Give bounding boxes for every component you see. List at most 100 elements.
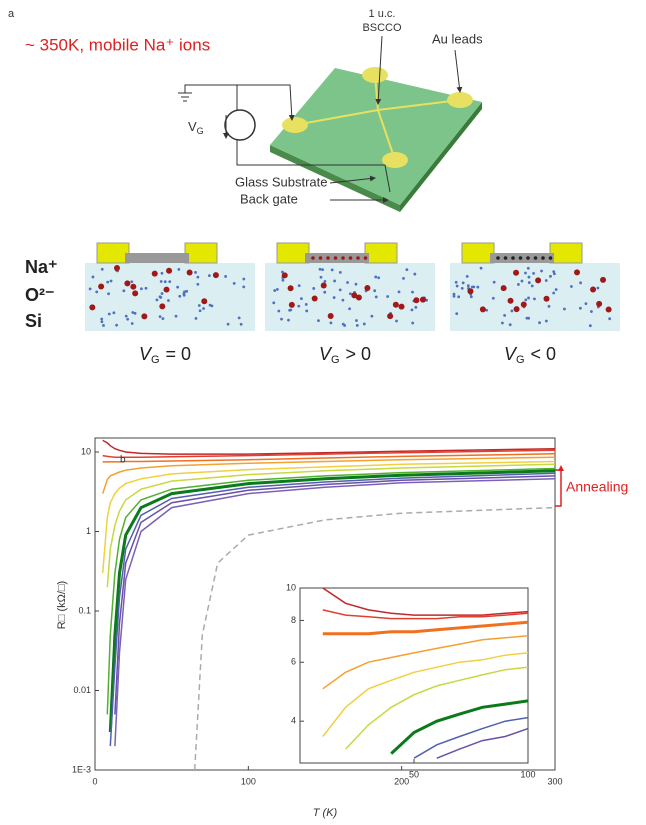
- pad: [185, 243, 217, 263]
- sodium: [328, 313, 334, 319]
- oxygen: [202, 307, 205, 310]
- y-tick-label: 1: [86, 526, 91, 536]
- oxygen: [161, 292, 164, 295]
- pad: [550, 243, 582, 263]
- ion: [526, 256, 530, 260]
- oxygen: [373, 289, 376, 292]
- device: [178, 36, 482, 212]
- oxygen: [92, 276, 95, 279]
- oxygen: [168, 280, 171, 283]
- layer-label: Si: [25, 311, 42, 331]
- sodium: [387, 313, 393, 319]
- oxygen: [233, 282, 236, 285]
- oxygen: [145, 287, 148, 290]
- oxygen: [297, 305, 300, 308]
- sodium: [393, 302, 399, 308]
- oxygen: [300, 297, 303, 300]
- oxygen: [272, 301, 275, 304]
- x-tick-label: 300: [547, 776, 562, 786]
- oxygen: [321, 268, 324, 271]
- x-tick-label: 100: [520, 769, 535, 779]
- oxygen: [198, 304, 201, 307]
- oxygen: [333, 280, 336, 283]
- panel-label: b: [120, 455, 126, 466]
- oxygen: [476, 286, 479, 289]
- sodium: [89, 304, 95, 310]
- oxygen: [131, 322, 134, 325]
- oxygen: [305, 303, 308, 306]
- oxygen: [343, 324, 346, 327]
- sample-label: 1 u.c.: [369, 8, 396, 20]
- annotation: Annealing: [566, 479, 628, 495]
- figure: a ~ 350K, mobile Na⁺ ions 1 u.c. BSCCO A…: [0, 0, 646, 825]
- oxygen: [456, 285, 459, 288]
- oxygen: [355, 319, 358, 322]
- sodium: [606, 307, 612, 313]
- sodium: [312, 295, 318, 301]
- ion: [549, 256, 553, 260]
- chart: 1E-30.010.11100100200300bT (K)R□ (kΩ/□)A…: [56, 438, 628, 819]
- sodium: [166, 268, 172, 274]
- ion: [349, 256, 353, 260]
- ion: [334, 256, 338, 260]
- oxygen: [131, 311, 134, 314]
- oxygen: [289, 309, 292, 312]
- sodium: [544, 296, 550, 302]
- oxygen: [528, 276, 531, 279]
- oxygen: [280, 318, 283, 321]
- oxygen: [305, 310, 308, 313]
- state-label: VG> 0: [319, 344, 371, 366]
- y-tick-label: 0.01: [73, 685, 91, 695]
- oxygen: [330, 321, 333, 324]
- ion: [311, 256, 315, 260]
- source-label: VG: [188, 119, 204, 136]
- oxygen: [374, 276, 377, 279]
- oxygen: [545, 320, 548, 323]
- oxygen: [161, 272, 164, 275]
- oxygen: [356, 324, 359, 327]
- oxygen: [199, 309, 202, 312]
- oxygen: [398, 291, 401, 294]
- ion: [519, 256, 523, 260]
- oxygen: [287, 319, 290, 322]
- substrate-label: Glass Substrate: [235, 174, 328, 189]
- ion: [496, 256, 500, 260]
- sodium: [351, 292, 357, 298]
- oxygen: [579, 281, 582, 284]
- oxygen: [101, 320, 104, 323]
- oxygen: [405, 268, 408, 271]
- oxygen: [196, 283, 199, 286]
- oxygen: [453, 293, 456, 296]
- y-axis-label: R□ (kΩ/□): [56, 581, 68, 629]
- cross-sections: [85, 243, 620, 331]
- y-tick-label: 8: [291, 615, 296, 625]
- oxygen: [323, 280, 326, 283]
- sodium: [467, 288, 473, 294]
- oxygen: [585, 302, 588, 305]
- oxygen: [531, 285, 534, 288]
- ion: [504, 256, 508, 260]
- sodium: [420, 297, 426, 303]
- oxygen: [175, 315, 178, 318]
- sodium: [364, 285, 370, 291]
- oxygen: [101, 268, 104, 271]
- x-tick-label: 50: [409, 769, 419, 779]
- sodium: [513, 270, 519, 276]
- layer-label: Na⁺: [25, 257, 58, 277]
- ion: [364, 256, 368, 260]
- oxygen: [517, 283, 520, 286]
- oxygen: [238, 317, 241, 320]
- sodium: [501, 285, 507, 291]
- oxygen: [339, 288, 342, 291]
- oxygen: [370, 315, 373, 318]
- oxygen: [471, 286, 474, 289]
- y-tick-label: 0.1: [78, 605, 91, 615]
- source-main: V: [188, 119, 197, 134]
- oxygen: [342, 299, 345, 302]
- oxygen: [176, 286, 179, 289]
- oxygen: [95, 291, 98, 294]
- oxygen: [501, 322, 504, 325]
- sodium: [159, 303, 165, 309]
- sodium: [141, 313, 147, 319]
- y-tick-label: 10: [81, 446, 91, 456]
